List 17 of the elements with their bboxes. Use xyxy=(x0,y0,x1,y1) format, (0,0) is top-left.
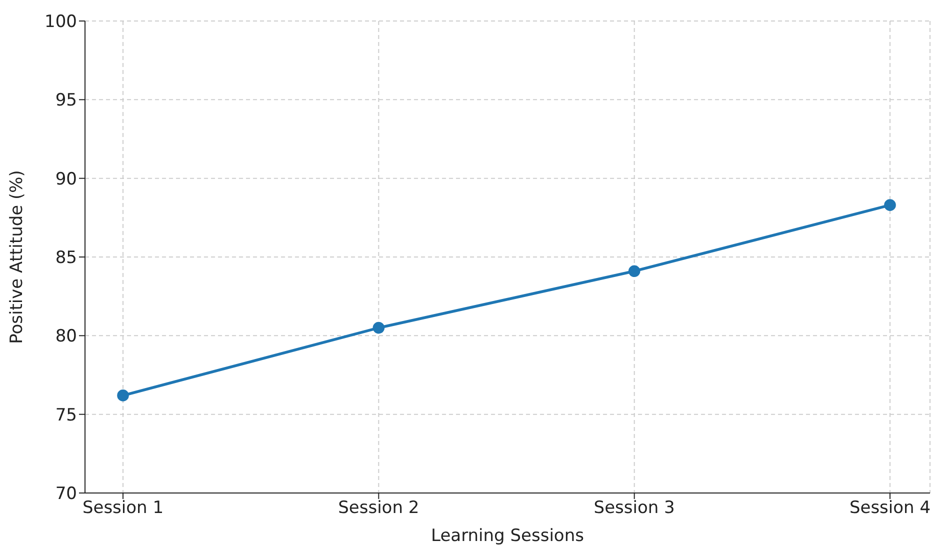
y-tick-label: 100 xyxy=(44,12,77,32)
point xyxy=(628,265,640,278)
x-tick-label: Session 1 xyxy=(82,498,164,518)
y-tick-label: 95 xyxy=(55,90,77,111)
y-tick-label: 85 xyxy=(55,248,77,268)
y-tick-label: 70 xyxy=(55,484,77,504)
y-tick-label: 90 xyxy=(55,169,77,190)
y-axis-title: Positive Attitude (%) xyxy=(7,170,28,344)
y-tick-label: 80 xyxy=(55,326,77,347)
x-axis-title: Learning Sessions xyxy=(431,526,584,546)
x-tick-label: Session 4 xyxy=(849,498,931,518)
point xyxy=(884,199,896,211)
x-tick-label: Session 3 xyxy=(594,498,675,518)
point xyxy=(117,390,129,402)
point xyxy=(372,322,385,334)
x-tick-label: Session 2 xyxy=(338,498,420,518)
y-tick-label: 75 xyxy=(55,405,77,426)
